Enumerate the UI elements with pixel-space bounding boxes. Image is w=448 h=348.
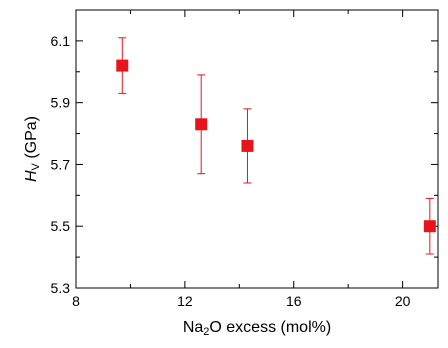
y-tick-label: 5.9 <box>51 95 71 111</box>
data-point <box>241 139 254 152</box>
y-tick-label: 5.3 <box>51 280 71 296</box>
x-tick-label: 8 <box>72 293 80 309</box>
y-axis-ticks: 5.3 5.5 5.7 5.9 6.1 <box>51 9 438 296</box>
x-tick-label: 20 <box>395 293 411 309</box>
x-tick-label: 16 <box>286 293 302 309</box>
data-point <box>423 220 436 233</box>
y-tick-label: 5.7 <box>51 156 71 172</box>
x-tick-label: 12 <box>177 293 193 309</box>
plot-frame <box>75 9 439 289</box>
y-tick-label: 6.1 <box>51 33 71 49</box>
y-tick-label: 5.5 <box>51 218 71 234</box>
x-axis-ticks: 8 12 16 20 <box>72 10 411 309</box>
data-point <box>116 59 129 72</box>
x-axis-title: Na2O excess (mol%) <box>183 319 331 338</box>
data-layer <box>116 37 436 255</box>
y-axis-title: HV (GPa) <box>23 116 42 182</box>
data-point <box>195 118 208 131</box>
